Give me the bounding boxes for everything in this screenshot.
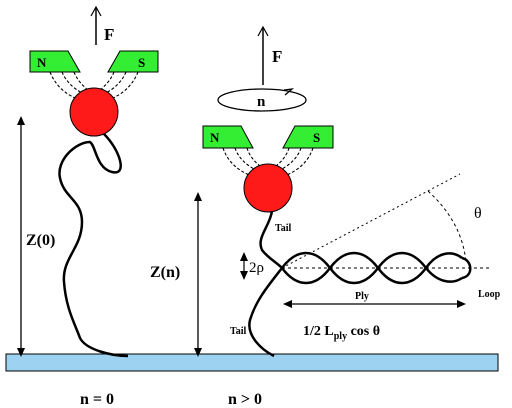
theta-arc [427,190,467,263]
magnet-north-left-label: N [37,55,47,70]
ply-length-formula: 1/2 Lply cos θ [303,324,380,342]
ply-length-subscript: ply [334,331,347,342]
rotation-arrowhead [283,88,295,96]
magnet-south-left-label: S [138,55,145,70]
ply-length-prefix: 1/2 L [303,324,334,339]
magnet-south-left [107,50,159,73]
field-lines-left [49,71,139,101]
force-label-left: F [104,25,114,44]
surface-slab [5,353,499,372]
ply-label: Ply [355,291,369,302]
z0-label: Z(0) [26,232,55,249]
bead-right [243,163,293,213]
force-label-right: F [272,47,282,66]
zn-label: Z(n) [150,264,180,281]
dna-tail-lower [248,267,283,358]
plectoneme-end-loop [461,256,472,280]
dna-strand-left [58,133,129,358]
rotation-label: n [257,94,266,110]
condition-label-left: n = 0 [80,391,114,408]
magnet-south-right-label: S [313,130,320,145]
loop-label: Loop [478,289,501,300]
tail-label-lower: Tail [230,326,247,337]
theta-label: θ [474,205,482,222]
tail-label-upper: Tail [275,223,292,234]
magnet-south-right [282,125,334,149]
angle-reference-line [281,173,461,269]
bead-left [69,87,119,137]
ply-length-suffix: cos θ [347,324,380,339]
dna-tail-upper [259,210,283,269]
magnet-north-left [29,50,81,73]
two-rho-label: 2ρ [249,260,264,276]
condition-label-right: n > 0 [228,391,262,408]
magnet-north-right [202,125,254,149]
rotation-ellipse [217,88,307,112]
magnet-north-right-label: N [210,130,220,145]
plectoneme-strand-b [281,251,463,285]
